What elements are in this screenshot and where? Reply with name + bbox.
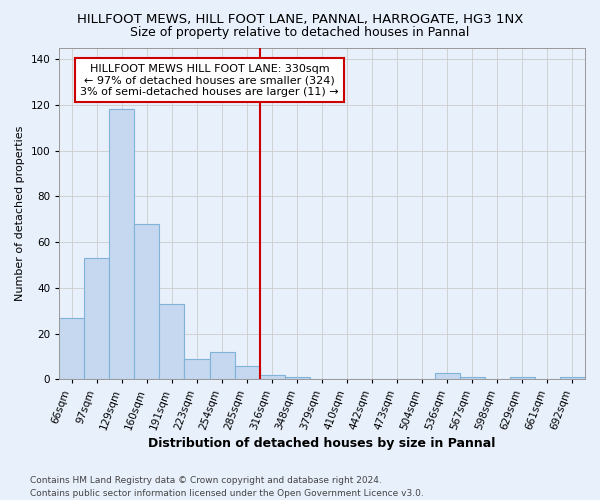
Bar <box>59 318 85 380</box>
Bar <box>109 110 134 380</box>
X-axis label: Distribution of detached houses by size in Pannal: Distribution of detached houses by size … <box>148 437 496 450</box>
Bar <box>284 377 310 380</box>
Text: Contains HM Land Registry data © Crown copyright and database right 2024.
Contai: Contains HM Land Registry data © Crown c… <box>30 476 424 498</box>
Bar <box>560 377 585 380</box>
Y-axis label: Number of detached properties: Number of detached properties <box>15 126 25 301</box>
Bar <box>134 224 160 380</box>
Bar <box>510 377 535 380</box>
Bar <box>260 375 284 380</box>
Bar <box>435 372 460 380</box>
Bar <box>160 304 184 380</box>
Text: Size of property relative to detached houses in Pannal: Size of property relative to detached ho… <box>130 26 470 39</box>
Text: HILLFOOT MEWS, HILL FOOT LANE, PANNAL, HARROGATE, HG3 1NX: HILLFOOT MEWS, HILL FOOT LANE, PANNAL, H… <box>77 12 523 26</box>
Bar <box>209 352 235 380</box>
Bar <box>184 359 209 380</box>
Bar <box>85 258 109 380</box>
Text: HILLFOOT MEWS HILL FOOT LANE: 330sqm
← 97% of detached houses are smaller (324)
: HILLFOOT MEWS HILL FOOT LANE: 330sqm ← 9… <box>80 64 339 96</box>
Bar <box>235 366 260 380</box>
Bar <box>460 377 485 380</box>
